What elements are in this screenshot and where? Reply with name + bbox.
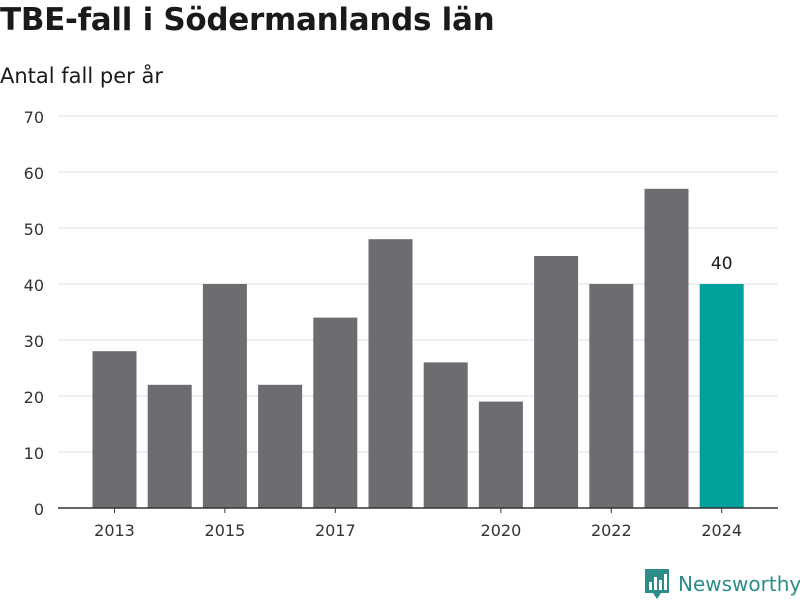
bar (534, 256, 579, 508)
y-tick-label: 20 (24, 388, 44, 407)
x-tick-label: 2015 (205, 521, 246, 540)
brand-name: Newsworthy (678, 572, 800, 596)
y-tick-label: 50 (24, 220, 44, 239)
x-tick-label: 2022 (591, 521, 632, 540)
bar (368, 239, 413, 508)
bar (589, 284, 634, 508)
bar (313, 317, 358, 508)
y-tick-label: 10 (24, 444, 44, 463)
y-tick-label: 40 (24, 276, 44, 295)
bar (147, 384, 192, 508)
x-tick-label: 2013 (94, 521, 135, 540)
brand-logo: Newsworthy (644, 568, 800, 600)
x-tick-label: 2024 (701, 521, 742, 540)
chart-subtitle: Antal fall per år (0, 64, 163, 88)
bar (644, 188, 689, 509)
bar (202, 284, 247, 508)
y-tick-label: 30 (24, 332, 44, 351)
x-tick-label: 2020 (481, 521, 522, 540)
bar (423, 362, 468, 508)
data-label: 40 (711, 254, 733, 274)
bar (258, 384, 303, 508)
x-tick-label: 2017 (315, 521, 356, 540)
y-tick-label: 70 (24, 108, 44, 127)
bar (478, 401, 523, 508)
y-tick-label: 0 (34, 500, 44, 519)
bar (699, 284, 744, 508)
newsworthy-logo-icon (645, 569, 669, 599)
chart-title: TBE-fall i Södermanlands län (0, 2, 495, 38)
y-tick-label: 60 (24, 164, 44, 183)
bar (92, 351, 137, 508)
